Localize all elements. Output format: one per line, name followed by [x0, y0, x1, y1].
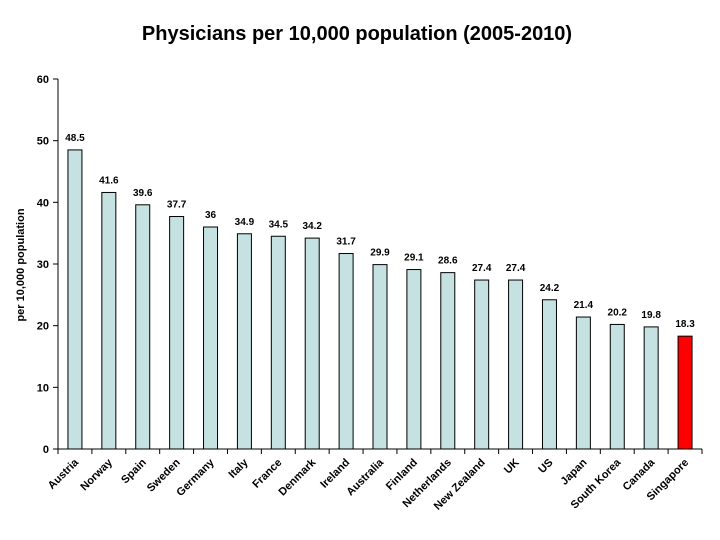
y-tick-label: 20	[37, 321, 49, 333]
bar	[677, 335, 693, 450]
data-label: 34.9	[235, 217, 255, 228]
x-tick-label: UK	[502, 457, 522, 477]
data-label: 28.6	[438, 256, 458, 267]
data-label: 29.1	[404, 253, 424, 264]
y-tick-label: 10	[37, 382, 49, 394]
x-tick-label: Denmark	[277, 456, 319, 498]
bar	[67, 149, 83, 450]
x-tick-label: Norway	[78, 456, 115, 493]
bar	[169, 216, 185, 450]
bar	[541, 299, 557, 450]
bar	[440, 272, 456, 450]
bar	[406, 269, 422, 450]
data-label: 18.3	[675, 319, 695, 330]
data-label: 48.5	[65, 133, 85, 144]
data-label: 27.4	[472, 263, 492, 274]
y-axis-label: per 10,000 population	[15, 208, 27, 321]
y-tick-label: 50	[37, 136, 49, 148]
x-tick-label: Germany	[174, 456, 217, 499]
bar	[203, 226, 219, 450]
bar	[575, 316, 591, 450]
bar	[643, 326, 659, 450]
bar	[101, 191, 117, 450]
data-label: 19.8	[641, 310, 661, 321]
y-tick-label: 0	[43, 444, 49, 456]
data-label: 37.7	[167, 200, 187, 211]
bars-group: 48.5 41.6 39.6 37.7 36 34.9 34.5 34.2 31.7 29.9 29…	[65, 133, 695, 450]
x-tick-label: Australia	[344, 456, 386, 498]
x-tick-label: Ireland	[318, 457, 352, 491]
data-label: 21.4	[574, 300, 594, 311]
y-tick-label: 40	[37, 197, 49, 209]
bar	[236, 233, 252, 450]
x-tick-label: US	[536, 457, 555, 476]
chart-title: Physicians per 10,000 population (2005-2…	[142, 23, 572, 45]
data-label: 39.6	[133, 188, 153, 199]
bar	[474, 279, 490, 450]
data-label: 34.5	[269, 219, 289, 230]
x-tick-label: Spain	[119, 456, 149, 486]
x-tick-label: Japan	[559, 456, 590, 487]
bar	[338, 253, 354, 450]
bar	[270, 235, 286, 450]
bar	[135, 204, 151, 450]
data-label: 41.6	[99, 175, 119, 186]
bar	[372, 264, 388, 450]
x-tick-label: Austria	[46, 456, 82, 492]
data-label: 36	[205, 210, 217, 221]
bar	[304, 237, 320, 450]
bar	[508, 279, 524, 450]
data-label: 20.2	[608, 307, 628, 318]
y-tick-label: 60	[37, 74, 49, 86]
data-label: 29.9	[370, 248, 390, 259]
bar	[609, 323, 625, 450]
data-label: 34.2	[302, 221, 322, 232]
x-tick-label: Italy	[226, 456, 251, 481]
x-tick-label: France	[250, 457, 284, 491]
data-label: 31.7	[336, 237, 356, 248]
data-label: 24.2	[540, 283, 560, 294]
y-tick-label: 30	[37, 259, 49, 271]
data-label: 27.4	[506, 263, 526, 274]
